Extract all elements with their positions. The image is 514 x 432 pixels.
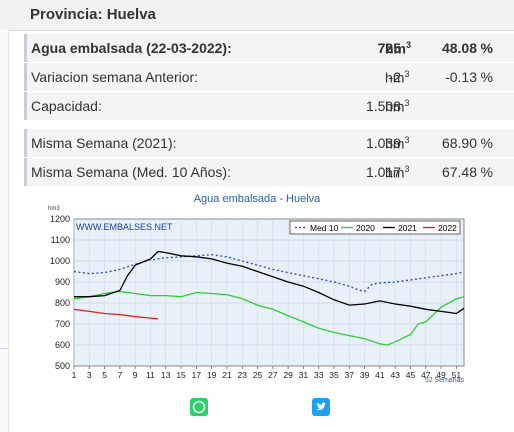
stat-value: 1.508 [365,98,401,114]
x-tick-label: 21 [222,370,232,380]
stat-unit: hm3 [385,135,410,152]
sidebar-divider [0,348,8,349]
legend-box [289,220,461,235]
x-tick-label: 17 [192,370,202,380]
stat-label: Misma Semana (Med. 10 Años): [31,164,231,180]
x-tick-label: 1 [72,370,77,380]
stat-label: Agua embalsada (22-03-2022): [31,40,232,56]
stat-row-weekly-change: Variacion semana Anterior: -2 hm3 -0.13 … [24,63,514,91]
stat-row-capacity: Capacidad: 1.508 hm3 [24,92,514,120]
x-tick-label: 13 [161,370,171,380]
chart-ylabel: hm3 [48,206,60,212]
chart-watermark: WWW.EMBALSES.NET [76,222,173,232]
x-tick-label: 35 [329,370,339,380]
stat-label: Variacion semana Anterior: [31,69,199,85]
reservoir-chart-svg: Agua embalsada - Huelva hm3 500 600 700 800… [48,193,465,384]
y-axis: 500 600 700 800 900 1000 1100 1200 [50,214,70,371]
legend-label: 2021 [398,223,417,233]
series-group [73,250,465,346]
x-tick-label: 43 [390,370,400,380]
x-tick-label: 31 [299,370,309,380]
chart-legend: Med 10 2020 2021 2022 [289,220,461,235]
twitter-icon[interactable] [312,398,330,416]
x-tick-label: 19 [207,370,217,380]
y-tick-label: 900 [55,277,70,287]
x-tick-label: 15 [176,370,186,380]
province-header: Provincia: Huelva [0,0,514,31]
x-tick-label: 23 [238,370,248,380]
stat-percent: 67.48 [441,164,477,180]
series-line-2021 [74,250,465,315]
stat-value: 725 [377,40,401,56]
stat-percent: 68.90 [441,135,477,151]
x-tick-label: 7 [118,370,123,380]
x-tick-label: 47 [421,370,431,380]
legend-label: Med 10 [310,223,339,233]
stat-percent-sign: % [480,69,493,85]
province-title: Provincia: Huelva [30,6,156,23]
x-tick-label: 33 [314,370,324,380]
x-tick-label: 25 [253,370,263,380]
stat-percent-sign: % [480,40,493,56]
stat-label: Capacidad: [31,98,102,114]
legend-label: 2020 [356,223,375,233]
stat-row-same-week-avg: Misma Semana (Med. 10 Años): 1.017 hm3 6… [24,158,514,186]
plot-background [73,218,465,367]
y-tick-label: 1000 [50,256,70,266]
stat-percent-sign: % [480,164,493,180]
x-tick-label: 45 [406,370,416,380]
stat-value: 1.017 [365,164,401,180]
x-tick-label: 29 [283,370,293,380]
chart-xlabel: 52 Semanas [425,377,465,384]
series-line-2022 [73,308,159,320]
stat-value: -2 [388,69,401,85]
x-tick-label: 9 [133,370,138,380]
stat-row-current: Agua embalsada (22-03-2022): 725 hm3 48.… [24,34,514,62]
x-tick-label: 37 [345,370,355,380]
reservoir-chart: Agua embalsada - Huelva hm3 500 600 700 800… [40,188,474,388]
y-tick-label: 700 [55,319,70,329]
x-tick-label: 11 [146,370,155,380]
stat-percent-sign: % [480,135,493,151]
stat-value: 1.039 [365,135,401,151]
stat-percent: -0.13 [445,69,477,85]
stat-row-same-week-2021: Misma Semana (2021): 1.039 hm3 68.90 % [24,129,514,157]
x-tick-label: 5 [102,370,107,380]
series-line-2020 [73,290,465,346]
x-tick-label: 51 [452,370,462,380]
y-tick-label: 1200 [50,214,70,224]
stat-unit: hm3 [385,40,412,57]
stat-unit: hm3 [385,164,410,181]
stat-unit: hm3 [385,69,410,86]
x-tick-label: 27 [268,370,278,380]
stat-unit: hm3 [385,98,410,115]
left-sidebar-edge [0,30,9,432]
whatsapp-icon[interactable] [190,398,208,416]
legend-label: 2022 [438,223,457,233]
y-tick-label: 500 [55,361,70,371]
x-tick-label: 41 [375,370,385,380]
stat-label: Misma Semana (2021): [31,135,177,151]
y-tick-label: 800 [55,298,70,308]
chart-title: Agua embalsada - Huelva [194,193,321,205]
y-tick-label: 600 [55,340,70,350]
x-tick-label: 39 [360,370,370,380]
x-axis: 1 3 5 7 9 11 13 15 17 19 21 23 25 27 29 31 33 35 37 39 41 43 4… [72,366,462,380]
x-tick-label: 49 [436,370,446,380]
y-tick-label: 1100 [51,235,70,245]
stat-percent: 48.08 [441,40,477,56]
x-tick-label: 3 [87,370,92,380]
